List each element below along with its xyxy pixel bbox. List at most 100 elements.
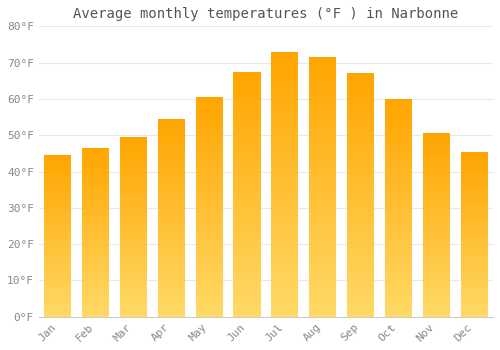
- Bar: [422, 305, 450, 306]
- Bar: [234, 178, 260, 180]
- Bar: [44, 212, 72, 214]
- Bar: [120, 229, 147, 230]
- Bar: [309, 90, 336, 91]
- Bar: [460, 187, 488, 188]
- Bar: [234, 313, 260, 314]
- Bar: [234, 190, 260, 192]
- Bar: [234, 231, 260, 232]
- Bar: [385, 269, 412, 270]
- Bar: [309, 73, 336, 74]
- Bar: [196, 272, 223, 273]
- Bar: [347, 274, 374, 275]
- Bar: [422, 231, 450, 232]
- Bar: [271, 123, 298, 125]
- Bar: [196, 105, 223, 106]
- Bar: [271, 288, 298, 289]
- Bar: [44, 303, 72, 304]
- Bar: [309, 201, 336, 203]
- Bar: [271, 186, 298, 187]
- Bar: [309, 169, 336, 170]
- Bar: [158, 163, 185, 164]
- Bar: [82, 210, 109, 211]
- Bar: [271, 273, 298, 274]
- Bar: [309, 206, 336, 208]
- Bar: [460, 243, 488, 244]
- Bar: [422, 297, 450, 298]
- Bar: [158, 122, 185, 123]
- Bar: [385, 112, 412, 113]
- Bar: [385, 161, 412, 162]
- Bar: [460, 276, 488, 277]
- Bar: [271, 199, 298, 200]
- Bar: [422, 279, 450, 280]
- Bar: [196, 229, 223, 230]
- Bar: [44, 287, 72, 288]
- Bar: [120, 182, 147, 183]
- Bar: [196, 211, 223, 212]
- Bar: [234, 141, 260, 143]
- Bar: [309, 271, 336, 273]
- Bar: [44, 256, 72, 257]
- Bar: [82, 292, 109, 293]
- Bar: [309, 163, 336, 165]
- Bar: [196, 259, 223, 260]
- Bar: [422, 262, 450, 263]
- Bar: [422, 182, 450, 183]
- Bar: [460, 190, 488, 191]
- Bar: [460, 179, 488, 180]
- Bar: [309, 199, 336, 200]
- Bar: [271, 70, 298, 72]
- Bar: [234, 273, 260, 274]
- Bar: [271, 148, 298, 150]
- Bar: [158, 231, 185, 232]
- Bar: [158, 298, 185, 299]
- Bar: [196, 120, 223, 121]
- Bar: [460, 234, 488, 235]
- Bar: [196, 195, 223, 196]
- Bar: [385, 165, 412, 167]
- Bar: [82, 182, 109, 183]
- Bar: [120, 233, 147, 234]
- Bar: [422, 164, 450, 166]
- Bar: [385, 138, 412, 139]
- Bar: [347, 160, 374, 161]
- Bar: [82, 244, 109, 245]
- Bar: [309, 69, 336, 70]
- Bar: [44, 245, 72, 246]
- Bar: [422, 219, 450, 220]
- Bar: [347, 173, 374, 174]
- Bar: [234, 202, 260, 203]
- Bar: [271, 310, 298, 312]
- Bar: [271, 302, 298, 303]
- Bar: [234, 197, 260, 198]
- Bar: [309, 183, 336, 184]
- Bar: [196, 286, 223, 287]
- Bar: [385, 196, 412, 197]
- Bar: [347, 75, 374, 76]
- Bar: [422, 240, 450, 241]
- Bar: [385, 202, 412, 203]
- Bar: [309, 284, 336, 286]
- Bar: [309, 95, 336, 96]
- Bar: [82, 157, 109, 158]
- Bar: [271, 180, 298, 182]
- Bar: [120, 280, 147, 281]
- Bar: [422, 170, 450, 171]
- Bar: [309, 156, 336, 157]
- Bar: [44, 308, 72, 309]
- Bar: [460, 248, 488, 249]
- Bar: [460, 238, 488, 239]
- Bar: [309, 239, 336, 240]
- Bar: [460, 164, 488, 165]
- Bar: [347, 143, 374, 144]
- Bar: [234, 139, 260, 140]
- Bar: [158, 192, 185, 193]
- Bar: [158, 199, 185, 200]
- Bar: [82, 264, 109, 265]
- Bar: [196, 100, 223, 101]
- Bar: [82, 179, 109, 180]
- Bar: [120, 265, 147, 266]
- Bar: [196, 267, 223, 268]
- Bar: [234, 131, 260, 132]
- Bar: [120, 155, 147, 156]
